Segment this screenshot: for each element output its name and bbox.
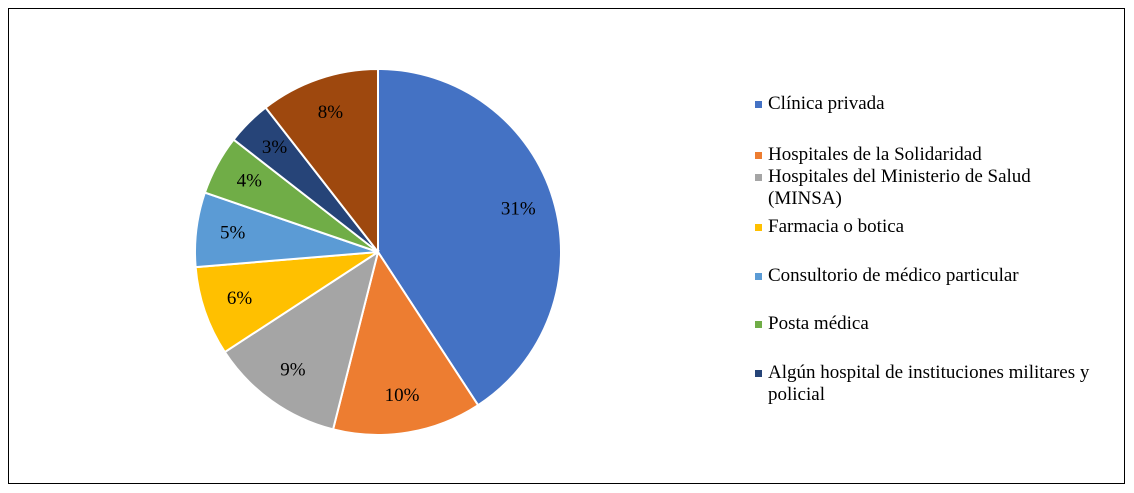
legend-entry: Clínica privada xyxy=(755,93,1095,115)
pie-slice xyxy=(223,249,380,431)
data-label: 8% xyxy=(318,102,344,123)
pie-slice xyxy=(264,67,379,255)
legend-entry: Posta médica xyxy=(755,313,1095,335)
legend-entry: Consultorio de médico particular xyxy=(755,265,1095,287)
legend-swatch xyxy=(755,273,762,280)
data-label: 4% xyxy=(237,171,263,192)
data-label: 9% xyxy=(280,360,306,381)
frame xyxy=(8,8,1125,484)
legend-label: Hospitales de la Solidaridad xyxy=(768,144,982,165)
legend-entry: Hospitales del Ministerio de Salud (MINS… xyxy=(755,166,1095,210)
legend-swatch xyxy=(755,152,762,159)
legend-label: Farmacia o botica xyxy=(768,216,905,237)
legend-swatch xyxy=(755,370,762,377)
legend-swatch xyxy=(755,101,762,108)
pie-slice xyxy=(331,249,480,436)
pie-slice xyxy=(194,251,379,354)
legend-swatch xyxy=(755,174,762,181)
data-label: 10% xyxy=(385,385,420,406)
legend-swatch xyxy=(755,224,762,231)
legend-label: Hospitales del Ministerio de Salud (MINS… xyxy=(768,166,1031,209)
legend-entry: Hospitales de la Solidaridad xyxy=(755,144,1095,166)
legend-swatch xyxy=(755,321,762,328)
legend-label: Consultorio de médico particular xyxy=(768,265,1019,286)
data-label: 31% xyxy=(501,199,536,220)
legend-entry: Algún hospital de instituciones militare… xyxy=(755,362,1095,406)
data-label: 5% xyxy=(220,222,246,243)
legend-label: Algún hospital de instituciones militare… xyxy=(768,362,1090,405)
legend-label: Posta médica xyxy=(768,313,869,334)
data-label: 3% xyxy=(262,137,288,158)
legend-entry: Farmacia o botica xyxy=(755,216,1095,238)
data-label: 6% xyxy=(227,288,253,309)
legend-label: Clínica privada xyxy=(768,93,885,114)
